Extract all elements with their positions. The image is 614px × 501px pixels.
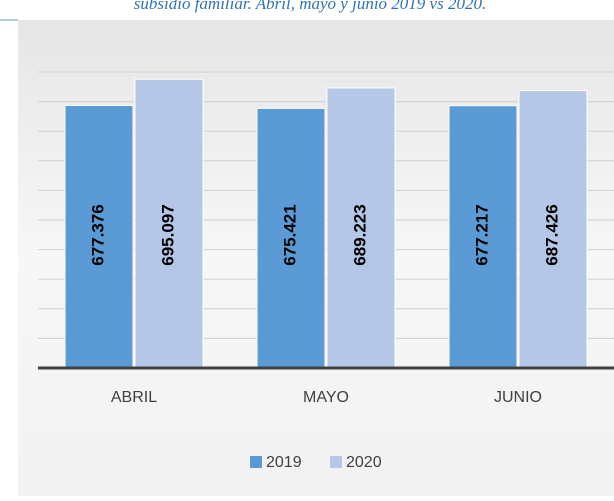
bar <box>256 107 326 369</box>
x-tick-label: ABRIL <box>111 389 157 406</box>
legend-swatch <box>250 456 262 468</box>
bar <box>326 87 396 369</box>
x-tick-label: JUNIO <box>494 389 542 406</box>
legend-label: 2019 <box>266 454 302 471</box>
chart-title: subsidio familiar. Abril, mayo y junio 2… <box>134 0 486 13</box>
data-label: 695.097 <box>158 204 177 265</box>
bar <box>134 78 204 369</box>
bar <box>518 90 588 369</box>
x-tick-label: MAYO <box>303 389 349 406</box>
legend-label: 2020 <box>346 454 382 471</box>
data-label: 689.223 <box>350 204 369 265</box>
data-label: 677.376 <box>88 204 107 265</box>
data-label: 687.426 <box>542 204 561 265</box>
legend-swatch <box>330 456 342 468</box>
bar <box>64 104 134 369</box>
data-label: 677.217 <box>472 204 491 265</box>
data-label: 675.421 <box>280 204 299 265</box>
